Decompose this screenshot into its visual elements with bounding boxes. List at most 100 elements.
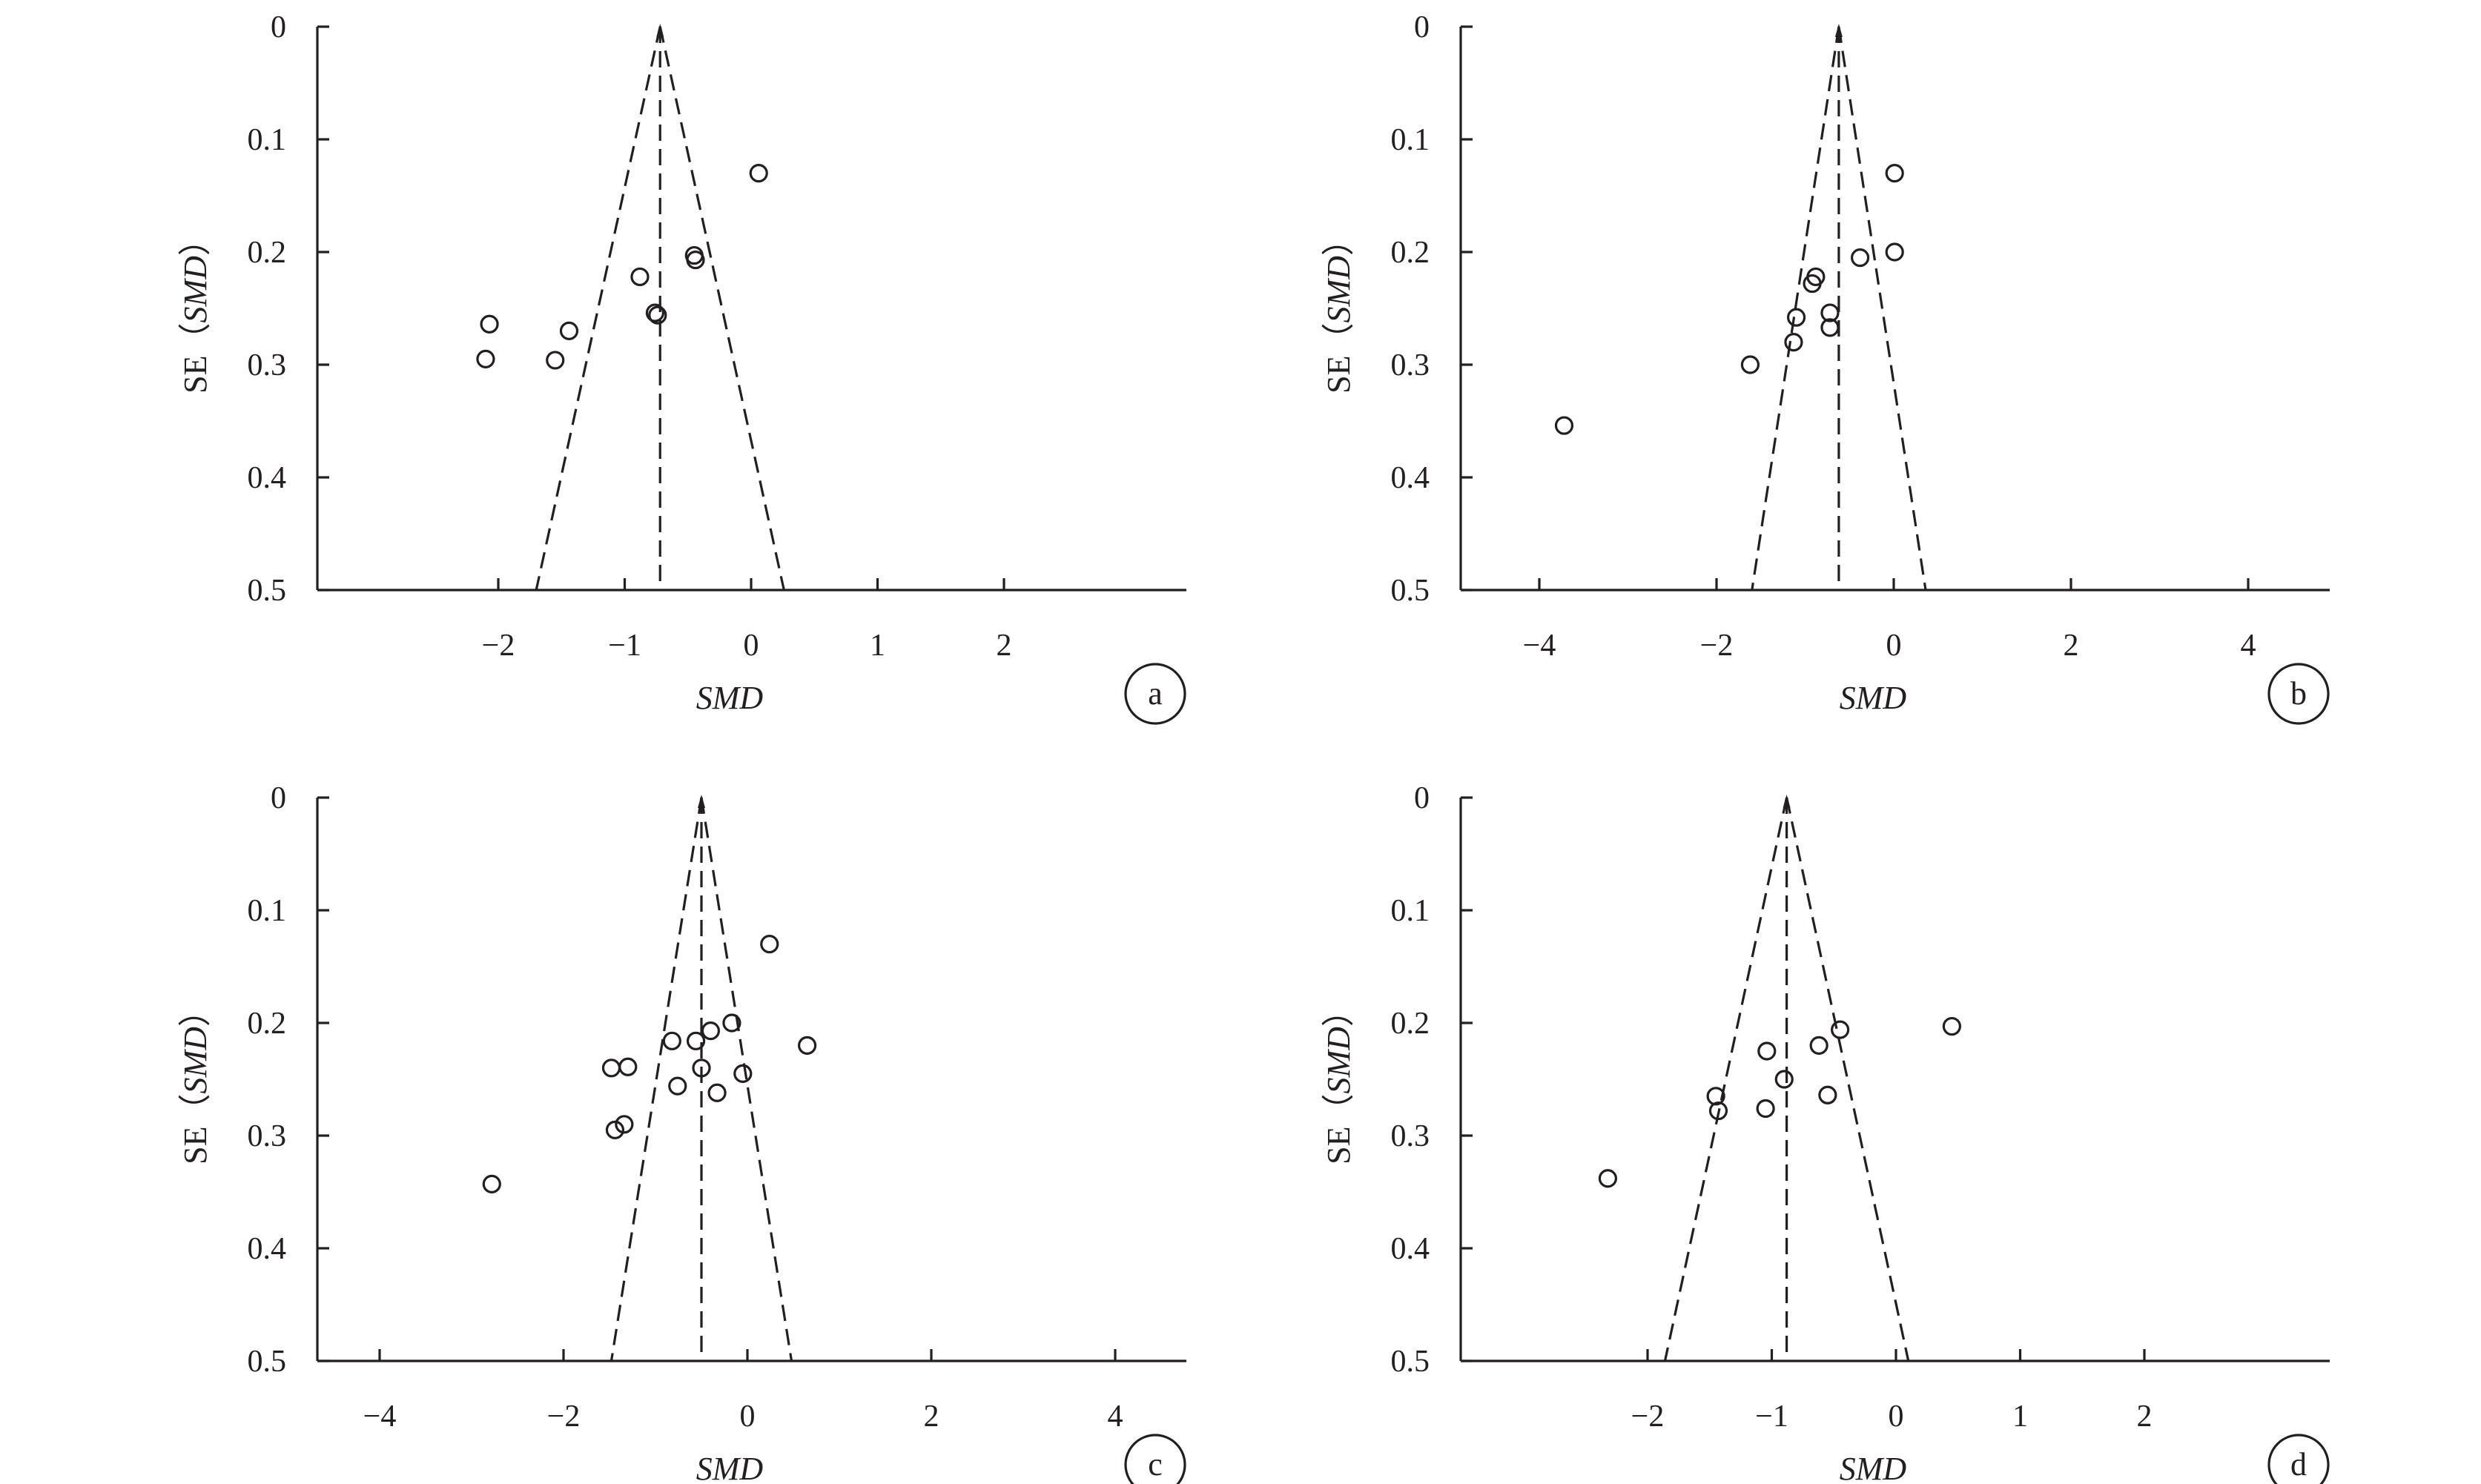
funnel-right-limit [1837, 26, 1927, 591]
study-point [1942, 1016, 1961, 1036]
study-point [1784, 333, 1803, 352]
y-axis-title-var: SMD [1321, 1027, 1357, 1094]
panel-badge-circle [1124, 663, 1186, 725]
y-axis-title: SE（SMD） [1321, 994, 1357, 1165]
study-point [559, 321, 579, 340]
panel-badge-label: a [1148, 675, 1163, 712]
x-tick-label: −1 [1755, 1399, 1788, 1434]
study-point [1706, 1087, 1725, 1106]
y-tick-label: 0.2 [1391, 236, 1430, 270]
study-point [615, 1115, 634, 1134]
study-point [662, 1031, 681, 1050]
y-tick-label: 0.3 [1391, 1119, 1430, 1153]
y-tick-label: 0.4 [1391, 461, 1430, 495]
x-tick-label: 2 [997, 629, 1012, 663]
panel-badge-circle [2267, 1434, 2330, 1484]
study-point [1757, 1041, 1777, 1061]
panel-badge-circle [1124, 1434, 1186, 1484]
study-point [692, 1059, 711, 1078]
study-point [648, 305, 667, 325]
x-tick-label: 0 [740, 1399, 756, 1434]
study-point [1850, 248, 1870, 268]
study-point [1885, 164, 1904, 183]
x-tick-label: 1 [2012, 1399, 2028, 1434]
y-axis-title-prefix: SE（ [177, 323, 214, 394]
y-axis-title-suffix: ） [1321, 223, 1357, 256]
study-point [645, 303, 665, 322]
y-tick-label: 0.1 [1391, 123, 1430, 157]
x-tick-label: 4 [2241, 629, 2256, 663]
y-tick-label: 0.5 [248, 574, 287, 608]
x-tick-label: 0 [1889, 1399, 1904, 1434]
y-tick-label: 0 [271, 781, 286, 815]
y-tick-label: 0.4 [1391, 1232, 1430, 1266]
y-tick-label: 0.2 [248, 1007, 287, 1041]
x-axis-title: SMD [1840, 680, 1907, 716]
funnel-left-limit [535, 26, 661, 591]
study-point [482, 1174, 501, 1193]
funnel-left-limit [1663, 797, 1788, 1362]
study-point [476, 349, 495, 368]
x-axis-title: SMD [696, 680, 764, 716]
y-tick-label: 0.3 [248, 1119, 287, 1153]
study-point [1803, 274, 1822, 294]
funnel-right-limit [1785, 797, 1910, 1362]
study-point [749, 164, 768, 183]
y-tick-label: 0.1 [248, 894, 287, 928]
panel-badge-label: d [2290, 1446, 2307, 1483]
funnel-left-limit [609, 797, 703, 1362]
study-point [605, 1120, 625, 1140]
y-tick-label: 0 [271, 10, 286, 44]
study-point [1708, 1101, 1728, 1121]
funnel-apex [1834, 24, 1843, 37]
x-axis-title: SMD [696, 1451, 764, 1484]
y-tick-label: 0 [1414, 10, 1430, 44]
y-axis-title: SE（SMD） [177, 994, 214, 1165]
y-axis-title-var: SMD [177, 1027, 214, 1094]
panel-badge-label: b [2290, 675, 2307, 712]
x-tick-label: 2 [2137, 1399, 2153, 1434]
study-point [701, 1021, 721, 1041]
y-tick-label: 0.2 [1391, 1007, 1430, 1041]
y-axis-title: SE（SMD） [177, 223, 214, 394]
x-tick-label: −2 [1631, 1399, 1665, 1434]
x-tick-label: −1 [608, 629, 641, 663]
study-point [1774, 1070, 1794, 1089]
study-point [1831, 1020, 1850, 1039]
panel-badge-circle [2267, 663, 2330, 725]
study-point [1756, 1099, 1775, 1119]
study-point [546, 351, 565, 370]
study-point [686, 1031, 706, 1050]
y-tick-label: 0.1 [1391, 894, 1430, 928]
y-axis-title: SE（SMD） [1321, 223, 1357, 394]
study-point [1885, 242, 1904, 262]
study-point [733, 1064, 753, 1084]
x-tick-label: −4 [1523, 629, 1556, 663]
study-point [1740, 355, 1760, 374]
y-tick-label: 0.4 [248, 461, 287, 495]
x-axis-title: SMD [1840, 1451, 1907, 1484]
x-tick-label: −4 [363, 1399, 397, 1434]
study-point [760, 934, 779, 954]
funnel-apex [656, 24, 664, 37]
y-tick-label: 0.5 [1391, 574, 1430, 608]
y-tick-label: 0.1 [248, 123, 287, 157]
study-point [1820, 303, 1840, 322]
y-axis-title-prefix: SE（ [177, 1094, 214, 1165]
x-tick-label: −2 [1700, 629, 1734, 663]
x-tick-label: 1 [870, 629, 885, 663]
study-point [1598, 1169, 1617, 1188]
study-point [601, 1059, 621, 1078]
study-point [1554, 416, 1574, 435]
study-point [722, 1013, 741, 1033]
x-tick-label: 2 [924, 1399, 939, 1434]
y-axis-title-prefix: SE（ [1321, 1094, 1357, 1165]
panel-badge-label: c [1148, 1446, 1163, 1483]
funnel-right-limit [700, 797, 793, 1362]
x-tick-label: −2 [482, 629, 515, 663]
study-point [797, 1036, 817, 1056]
